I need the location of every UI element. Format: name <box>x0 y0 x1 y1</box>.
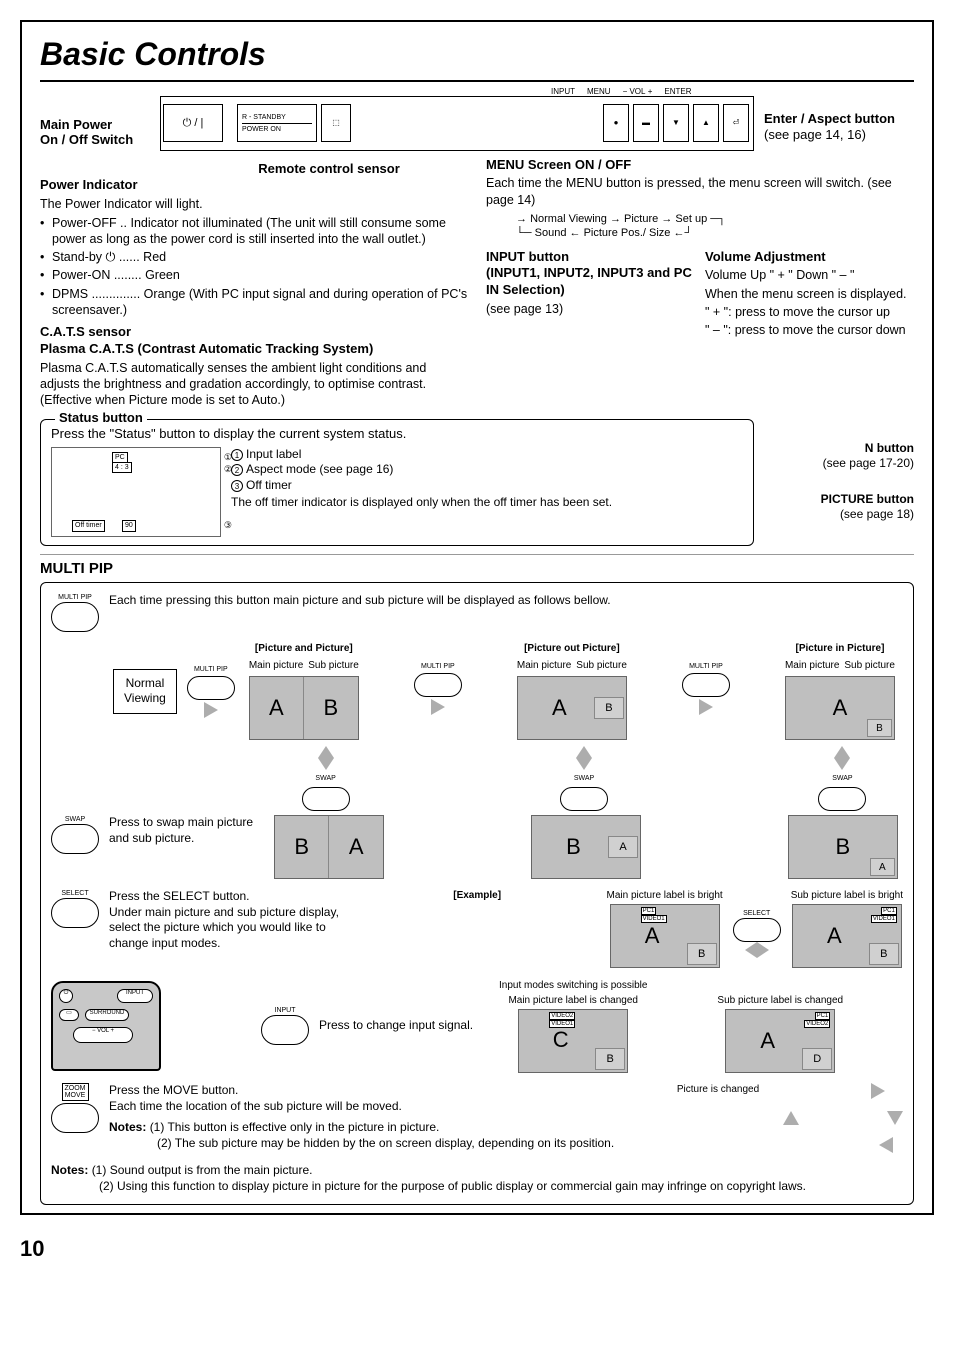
switch-possible-label: Input modes switching is possible <box>499 979 647 992</box>
side-callouts: N button (see page 17-20) PICTURE button… <box>764 411 914 546</box>
cats-body: Plasma C.A.T.S automatically senses the … <box>40 360 468 409</box>
input-desc: Press to change input signal. <box>319 1018 489 1034</box>
enter-aspect-callout: Enter / Aspect button (see page 14, 16) <box>764 96 914 145</box>
move-desc1: Press the MOVE button. <box>109 1083 653 1099</box>
power-indicator-b2: Stand-by ⏻ ...... Red <box>40 249 468 265</box>
example-label: [Example] <box>358 889 597 902</box>
menu-screen-body: Each time the MENU button is pressed, th… <box>486 175 914 208</box>
n-button-label: N button <box>764 441 914 457</box>
status-intro: Press the "Status" button to display the… <box>51 426 743 443</box>
panel-vol-down-btn: ▼ <box>663 104 689 142</box>
remote-sensor-head: Remote control sensor <box>190 161 468 178</box>
swap-btn-label: SWAP <box>65 815 85 824</box>
move-desc2: Each time the location of the sub pictur… <box>109 1099 653 1115</box>
select-desc1: Press the SELECT button. <box>109 889 348 905</box>
screen-pip-ab: A B <box>785 676 895 740</box>
panel-vol-up-btn: ▲ <box>693 104 719 142</box>
multi-pip-button <box>51 602 99 632</box>
power-indicator-b4: DPMS .............. Orange (With PC inpu… <box>40 286 468 319</box>
menu-screen-head: MENU Screen ON / OFF <box>486 157 914 174</box>
menu-flow: → Normal Viewing → Picture → Set up ─┐ └… <box>516 212 914 241</box>
mode-pip: [Picture in Picture] <box>796 642 885 655</box>
move-note1: (1) This button is effective only in the… <box>150 1120 440 1134</box>
screen-pop-ab: A B <box>517 676 627 740</box>
zoom-move-label: ZOOM MOVE <box>62 1083 89 1101</box>
select-desc2: Under main picture and sub picture displ… <box>109 905 348 952</box>
input-btn-label: INPUT <box>275 1006 296 1015</box>
move-button <box>51 1103 99 1133</box>
input-button-sub: (INPUT1, INPUT2, INPUT3 and PC IN Select… <box>486 265 695 299</box>
screen-ex-sub-bright: PC1 VIDEO1 A B <box>792 904 902 968</box>
power-switch: ⏻ / | <box>163 104 223 142</box>
cats-head2: Plasma C.A.T.S (Contrast Automatic Track… <box>40 341 468 358</box>
status-list: 1Input label 2Aspect mode (see page 16) … <box>231 447 612 511</box>
input-button-head: INPUT button <box>486 249 695 266</box>
main-changed-label: Main picture label is changed <box>508 994 638 1007</box>
volume-l1: Volume Up " + " Down " – " <box>705 267 914 283</box>
select-btn-label: SELECT <box>61 889 88 898</box>
volume-l3: " + ": press to move the cursor up <box>705 304 914 320</box>
n-button-ref: (see page 17-20) <box>764 456 914 472</box>
multipip-header: MULTI PIP <box>40 554 914 579</box>
screen-pop-ba: BA <box>531 815 641 879</box>
select-button <box>51 898 99 928</box>
swap-desc: Press to swap main picture and sub pictu… <box>109 815 259 846</box>
power-indicator-b1: Power-OFF .. Indicator not illuminated (… <box>40 215 468 248</box>
screen-ex-main-changed: VIDEO2 VIDEO1 C B <box>518 1009 628 1073</box>
volume-l4: " – ": press to move the cursor down <box>705 322 914 338</box>
panel-input-btn: ● <box>603 104 629 142</box>
mode-pop: [Picture out Picture] <box>524 642 620 655</box>
swap-button <box>51 824 99 854</box>
left-column: Remote control sensor Power Indicator Th… <box>40 157 468 411</box>
sensor-window: ⬚ <box>321 104 351 142</box>
panel-enter-btn: ⏎ <box>723 104 749 142</box>
move-arrows-diagram <box>783 1083 903 1153</box>
multi-pip-btn-label: MULTI PIP <box>58 593 92 602</box>
screen-pip-ba: BA <box>788 815 898 879</box>
screen-ex-sub-changed: PC1 VIDEO2 A D <box>725 1009 835 1073</box>
picture-button-ref: (see page 18) <box>764 507 914 523</box>
page-number: 10 <box>20 1235 954 1264</box>
cats-head: C.A.T.S sensor <box>40 324 131 339</box>
normal-viewing-box: Normal Viewing <box>113 669 177 714</box>
screen-ex-main-bright: PC1 VIDEO1 A B <box>610 904 720 968</box>
volume-head: Volume Adjustment <box>705 249 914 266</box>
power-indicator-line1: The Power Indicator will light. <box>40 196 468 212</box>
status-diagram: PC 4 : 3 Off timer 90 ① ② ③ <box>51 447 221 537</box>
sub-bright-label: Sub picture label is bright <box>791 889 903 902</box>
status-box: Status button Press the "Status" button … <box>40 419 754 546</box>
power-indicator-b3: Power-ON ........ Green <box>40 267 468 283</box>
power-indicator-head: Power Indicator <box>40 177 468 194</box>
panel-menu-btn: ▬ <box>633 104 659 142</box>
panel-top-labels: INPUT MENU − VOL + ENTER <box>551 87 692 97</box>
sub-changed-label: Sub picture label is changed <box>717 994 843 1007</box>
page-title: Basic Controls <box>40 34 914 82</box>
move-note2: (2) The sub picture may be hidden by the… <box>109 1136 614 1150</box>
screen-pp-ab: AB <box>249 676 359 740</box>
led-indicator: R - STANDBY POWER ON <box>237 104 317 142</box>
tv-front-panel: ⏻ / | R - STANDBY POWER ON ⬚ ● ▬ ▼ ▲ ⏎ I… <box>160 96 754 151</box>
right-column: MENU Screen ON / OFF Each time the MENU … <box>486 157 914 411</box>
multipip-box: MULTI PIP Each time pressing this button… <box>40 582 914 1205</box>
main-power-label: Main Power On / Off Switch <box>40 96 150 148</box>
bottom-notes: Notes: (1) Sound output is from the main… <box>51 1163 903 1194</box>
multi-pip-btn-inline <box>187 676 235 700</box>
picture-button-label: PICTURE button <box>764 492 914 508</box>
main-bright-label: Main picture label is bright <box>607 889 723 902</box>
picture-changed-label: Picture is changed <box>663 1083 773 1096</box>
input-button-ref: (see page 13) <box>486 301 695 317</box>
mode-pp: [Picture and Picture] <box>255 642 353 655</box>
input-button-remote <box>261 1015 309 1045</box>
remote-mock: ⏻ INPUT ▭ SURROUND − VOL + <box>51 981 161 1071</box>
status-title: Status button <box>55 410 147 427</box>
multipip-intro: Each time pressing this button main pict… <box>109 593 903 609</box>
screen-pp-ba: BA <box>274 815 384 879</box>
volume-l2: When the menu screen is displayed. <box>705 286 914 302</box>
